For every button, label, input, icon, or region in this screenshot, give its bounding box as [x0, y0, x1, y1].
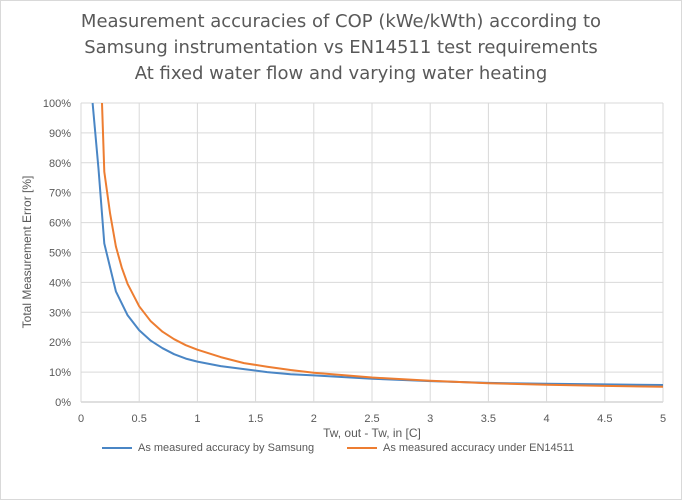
y-axis-label: Total Measurement Error [%] — [20, 176, 34, 329]
x-tick-label: 3 — [427, 413, 433, 425]
x-tick-label: 2 — [311, 413, 317, 425]
x-tick-label: 0 — [78, 413, 84, 425]
y-tick-label: 70% — [49, 188, 71, 200]
legend-item-samsung: As measured accuracy by Samsung — [102, 442, 314, 454]
legend-swatch-samsung — [102, 447, 132, 449]
legend-swatch-en14511 — [347, 447, 377, 449]
y-tick-label: 90% — [49, 128, 71, 140]
chart-title-line-1: Measurement accuracies of COP (kWe/kWth)… — [80, 11, 602, 32]
y-tick-label: 60% — [49, 218, 71, 230]
y-tick-label: 30% — [49, 307, 71, 319]
y-tick-label: 10% — [49, 367, 71, 379]
series-line-en14511 — [101, 102, 664, 388]
x-tick-label: 4 — [544, 413, 550, 425]
x-tick-label: 4.5 — [597, 413, 612, 425]
chart-title-line-3: At fixed water flow and varying water he… — [134, 63, 548, 84]
x-tick-label: 1 — [194, 413, 200, 425]
chart-legend: As measured accuracy by Samsung As measu… — [0, 442, 682, 462]
y-tick-label: 50% — [49, 248, 71, 260]
y-tick-label: 40% — [49, 277, 71, 289]
y-tick-label: 80% — [49, 158, 71, 170]
series-lines — [91, 102, 664, 388]
x-tick-label: 1.5 — [248, 413, 263, 425]
x-axis-label: Tw, out - Tw, in [C] — [323, 426, 421, 440]
legend-label-en14511: As measured accuracy under EN14511 — [383, 442, 575, 454]
legend-item-en14511: As measured accuracy under EN14511 — [347, 442, 574, 454]
x-tick-labels: 0 0.5 1 1.5 2 2.5 3 3.5 4 4.5 5 — [78, 413, 666, 425]
chart-plot: 0% 10% 20% 30% 40% 50% 60% 70% 80% 90% 100% 0 0.5 1 1… — [20, 98, 666, 440]
y-tick-label: 20% — [49, 337, 71, 349]
y-tick-label: 0% — [55, 397, 71, 409]
x-tick-label: 0.5 — [132, 413, 147, 425]
chart-title-line-2: Samsung instrumentation vs EN14511 test … — [84, 37, 598, 58]
x-tick-label: 5 — [660, 413, 666, 425]
x-tick-label: 2.5 — [364, 413, 379, 425]
legend-label-samsung: As measured accuracy by Samsung — [138, 442, 315, 454]
y-tick-labels: 0% 10% 20% 30% 40% 50% 60% 70% 80% 90% 100% — [43, 98, 71, 409]
x-gridlines — [80, 103, 664, 402]
x-tick-label: 3.5 — [481, 413, 496, 425]
y-tick-label: 100% — [43, 98, 71, 110]
